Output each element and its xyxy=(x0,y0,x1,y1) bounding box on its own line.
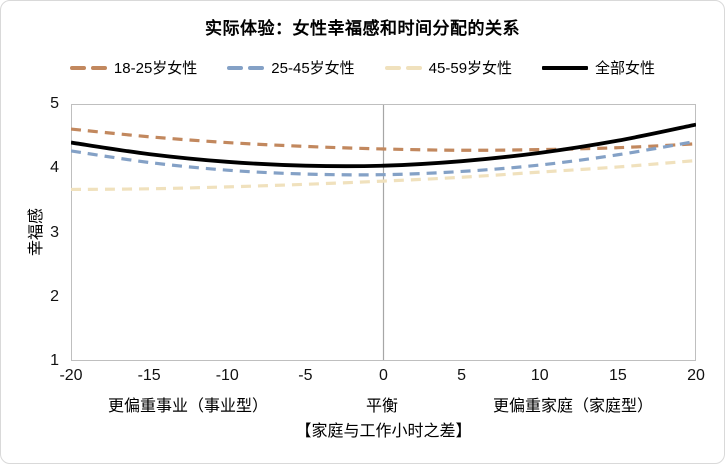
legend-item-3: 全部女性 xyxy=(542,57,655,78)
x-tick-label: 0 xyxy=(379,367,388,384)
x-axis-title: 【家庭与工作小时之差】 xyxy=(295,423,472,440)
y-tick-label: 4 xyxy=(50,159,59,177)
annotation-family: 更偏重家庭（家庭型） xyxy=(492,398,654,415)
plot-svg xyxy=(71,104,696,361)
x-tick-label: -15 xyxy=(137,367,161,384)
plot-border xyxy=(71,104,696,361)
x-tick-label: -5 xyxy=(298,367,313,384)
x-tick-label: -10 xyxy=(215,367,239,384)
legend-label: 45-59岁女性 xyxy=(428,60,513,77)
legend-item-2: 45-59岁女性 xyxy=(384,57,513,78)
legend-dashed-line-icon xyxy=(69,65,107,70)
legend: 18-25岁女性 25-45岁女性 45-59岁女性 全部女性 xyxy=(1,57,724,78)
x-tick-label: -20 xyxy=(59,367,83,384)
y-tick-label: 2 xyxy=(50,287,59,305)
annotation-career: 更偏重事业（事业型） xyxy=(107,398,269,415)
legend-dashed-line-icon xyxy=(227,65,265,70)
series-line-0 xyxy=(71,127,696,152)
legend-label: 25-45岁女性 xyxy=(271,60,355,77)
y-tick-label: 5 xyxy=(50,95,59,112)
legend-label: 全部女性 xyxy=(595,60,656,77)
legend-solid-line-icon xyxy=(542,65,589,70)
chart-title: 实际体验：女性幸福感和时间分配的关系 xyxy=(205,19,520,38)
x-tick-label: 20 xyxy=(687,367,705,384)
y-tick-label: 3 xyxy=(50,223,59,241)
y-axis-title: 幸福感 xyxy=(28,207,45,257)
legend-dashed-line-icon xyxy=(384,65,422,70)
annotation-balance: 平衡 xyxy=(365,398,399,415)
series-line-3 xyxy=(71,122,696,169)
x-tick-label: 5 xyxy=(457,367,467,384)
legend-label: 18-25岁女性 xyxy=(113,60,198,77)
legend-item-0: 18-25岁女性 xyxy=(69,57,198,78)
x-tick-label: 15 xyxy=(608,367,627,384)
series-line-2 xyxy=(71,158,696,192)
x-tick-label: 10 xyxy=(530,367,549,384)
y-tick-label: 1 xyxy=(50,352,59,369)
series-line-1 xyxy=(71,139,696,177)
legend-item-1: 25-45岁女性 xyxy=(227,57,355,78)
